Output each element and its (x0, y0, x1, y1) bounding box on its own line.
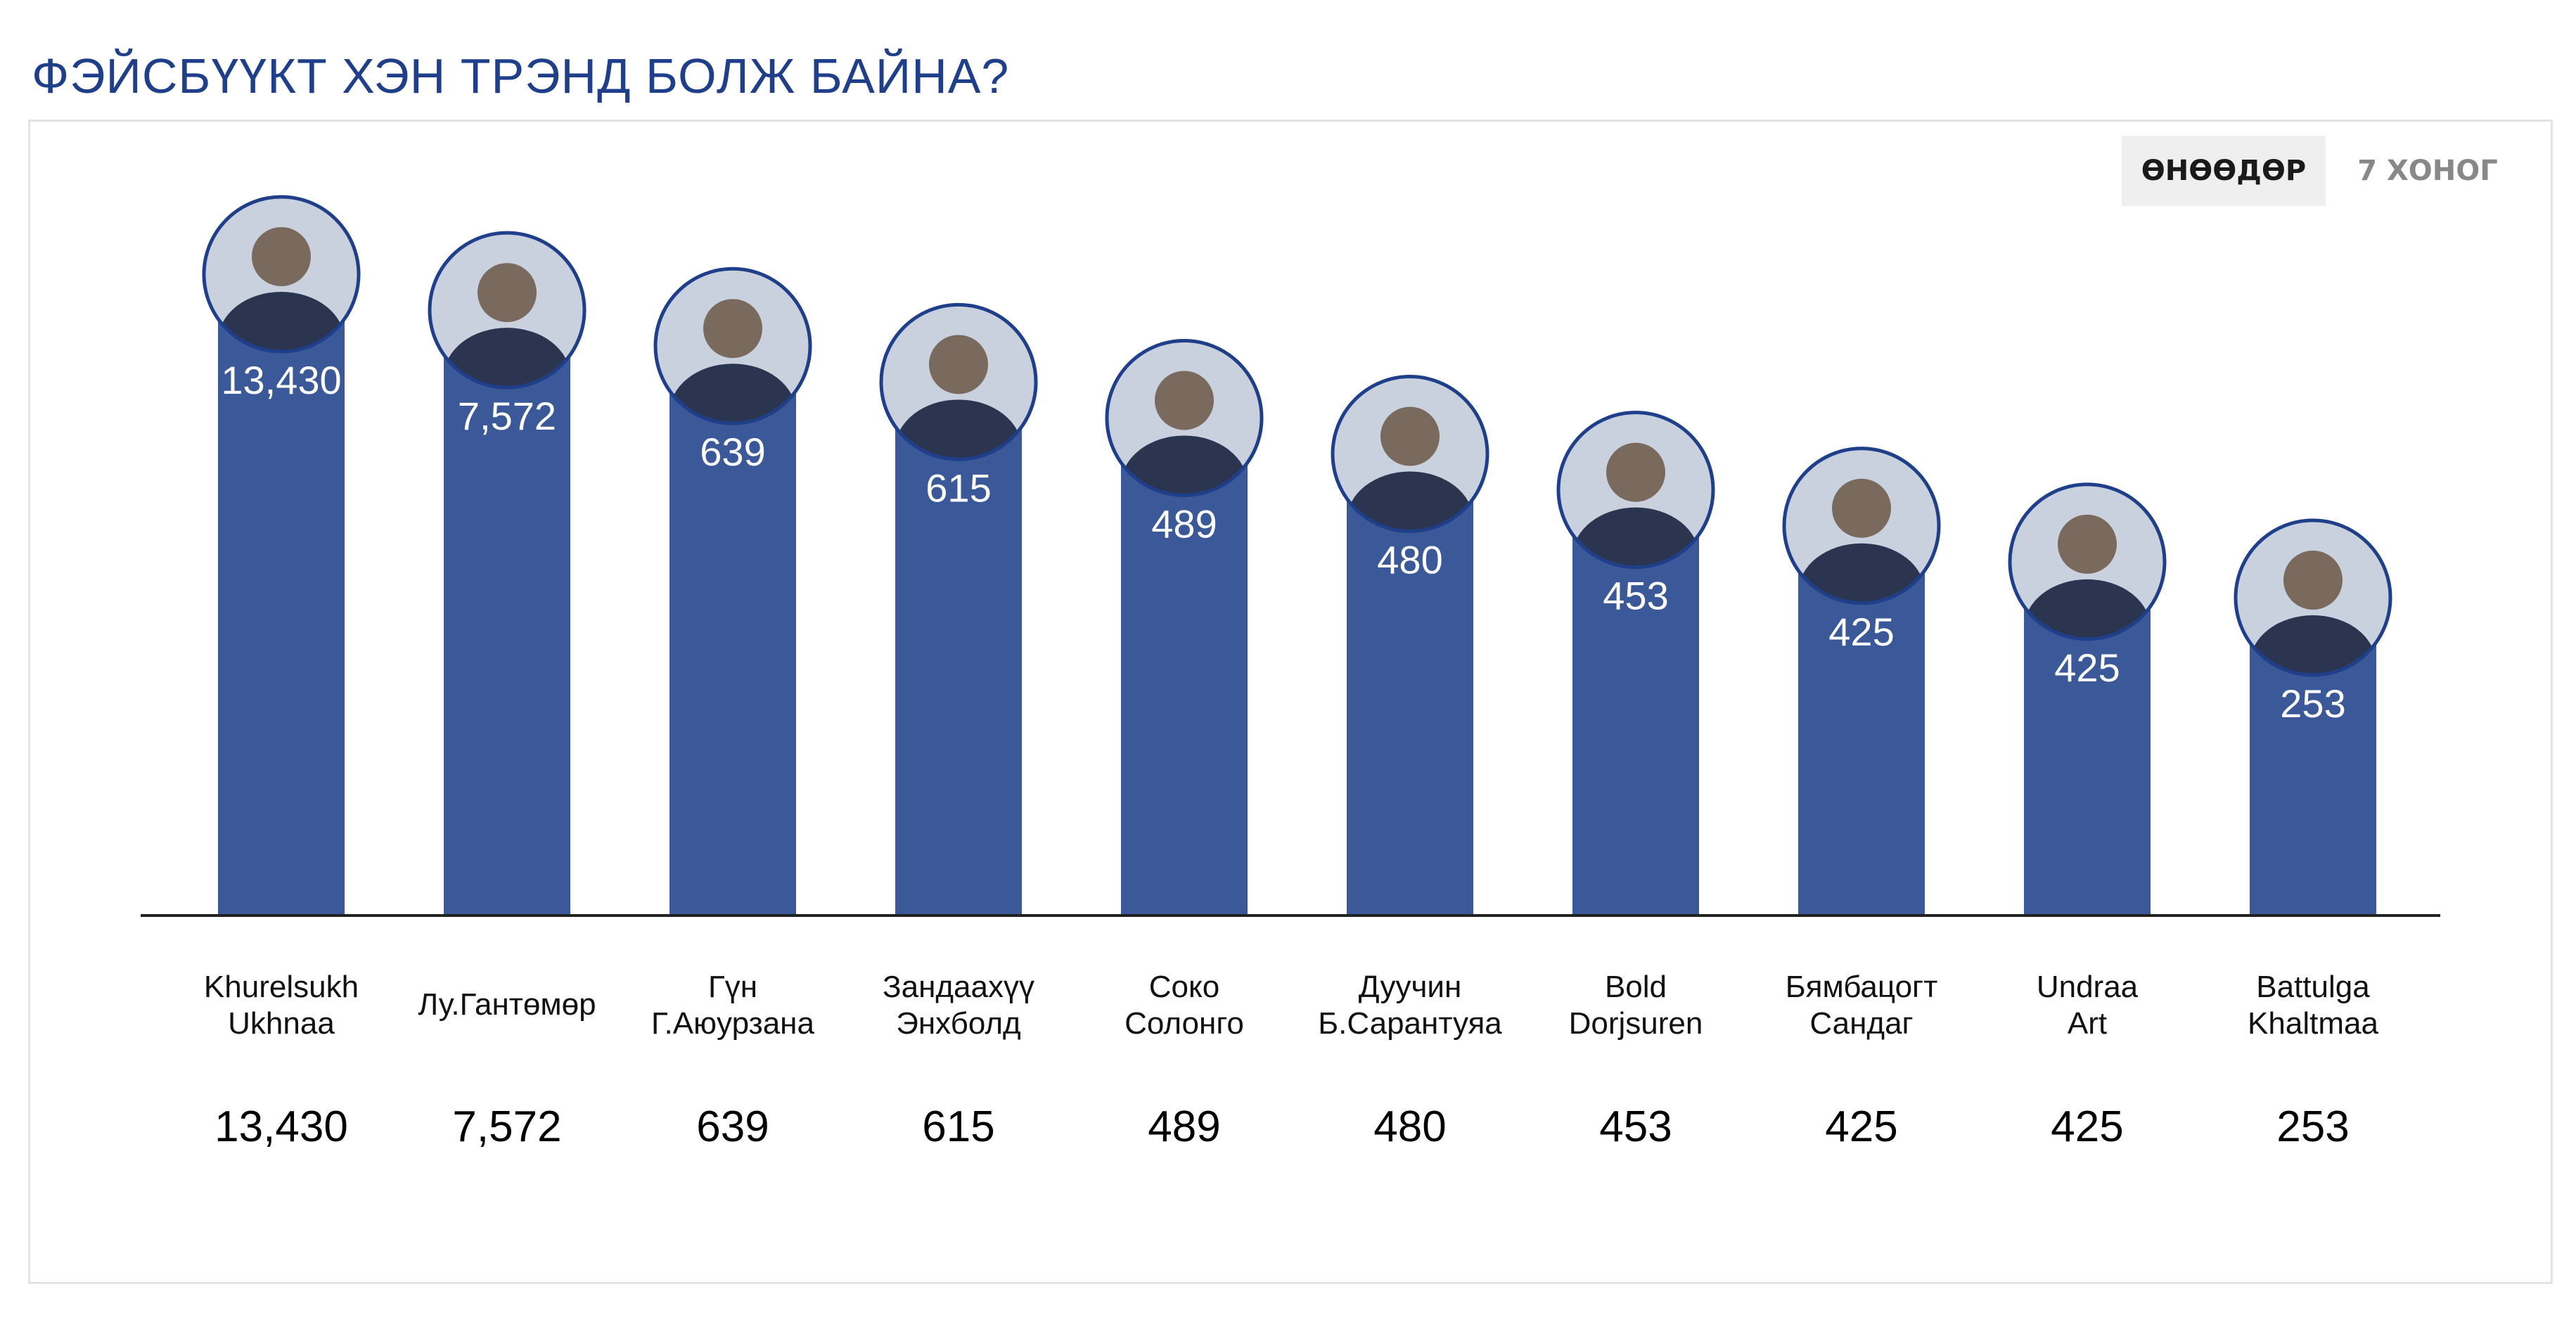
avatar-border-3 (653, 266, 812, 425)
category-label-1-2: Ukhnaa (228, 1006, 335, 1041)
category-label-9-1: Undraa (2037, 970, 2139, 1004)
avatar-3 (655, 269, 810, 424)
bar-4 (895, 385, 1022, 916)
avatar-border-1 (202, 195, 361, 354)
value-label-10: 253 (2276, 1103, 2349, 1151)
avatar-border-9 (2008, 482, 2167, 641)
avatar-8 (1784, 448, 1939, 603)
category-label-3-2: Г.Аюурзана (651, 1006, 814, 1041)
category-label-2-1: Лу.Гантөмөр (418, 987, 596, 1022)
bar-1 (218, 278, 345, 916)
avatar-border-7 (1556, 411, 1715, 570)
category-label-3-1: Гүн (708, 970, 757, 1004)
value-label-5: 489 (1148, 1103, 1220, 1151)
avatar-border-6 (1331, 375, 1489, 534)
value-label-8: 425 (1825, 1103, 1897, 1151)
category-label-6-1: Дуучин (1359, 970, 1462, 1004)
category-label-8-1: Бямбацогт (1786, 970, 1938, 1004)
category-label-7-1: Bold (1605, 970, 1667, 1004)
category-label-8-2: Сандаг (1809, 1006, 1913, 1041)
avatar-10 (2236, 520, 2390, 675)
value-label-2: 7,572 (452, 1103, 561, 1151)
bar-value-label-2: 7,572 (458, 394, 556, 438)
tab-week[interactable]: 7 ХОНОГ (2357, 155, 2498, 187)
bar-value-label-3: 639 (700, 430, 765, 474)
value-label-7: 453 (1599, 1103, 1672, 1151)
bar-value-label-9: 425 (2054, 645, 2120, 690)
avatar-border-5 (1105, 338, 1264, 497)
bar-6 (1347, 457, 1473, 916)
value-label-1: 13,430 (214, 1103, 348, 1151)
category-label-4-1: Зандаахүү (883, 970, 1034, 1004)
avatar-5 (1107, 340, 1262, 496)
period-tabs: ӨНӨӨДӨР 7 ХОНОГ (2122, 136, 2530, 206)
value-label-3: 639 (696, 1103, 769, 1151)
category-label-10-2: Khaltmaa (2248, 1006, 2378, 1041)
avatar-7 (1558, 412, 1713, 567)
avatar-border-8 (1782, 447, 1941, 605)
value-label-9: 425 (2051, 1103, 2123, 1151)
bar-value-label-4: 615 (925, 465, 991, 510)
bar-value-label-7: 453 (1603, 574, 1668, 618)
category-label-10-1: Battulga (2256, 970, 2370, 1004)
avatar-border-10 (2234, 518, 2392, 677)
value-label-6: 480 (1373, 1103, 1446, 1151)
bar-value-label-8: 425 (1828, 610, 1894, 654)
avatar-6 (1333, 376, 1487, 532)
avatar-border-2 (428, 231, 587, 390)
avatar-2 (430, 233, 584, 388)
tab-today[interactable]: ӨНӨӨДӨР (2122, 136, 2326, 206)
category-label-1-1: Khurelsukh (204, 970, 359, 1004)
category-label-7-2: Dorjsuren (1569, 1006, 1703, 1041)
category-label-5-1: Соко (1149, 970, 1219, 1004)
category-label-5-2: Солонго (1124, 1006, 1244, 1041)
bar-value-label-5: 489 (1151, 501, 1217, 546)
category-label-4-2: Энхболд (896, 1006, 1020, 1041)
avatar-4 (881, 304, 1036, 460)
avatar-9 (2010, 484, 2165, 639)
avatar-1 (204, 197, 359, 352)
bar-5 (1121, 421, 1248, 916)
category-label-9-2: Art (2068, 1006, 2107, 1041)
bar-3 (669, 349, 796, 916)
bar-value-label-10: 253 (2280, 681, 2345, 726)
avatar-border-4 (879, 302, 1038, 461)
bar-2 (444, 314, 570, 916)
value-label-4: 615 (922, 1103, 994, 1151)
bar-value-label-6: 480 (1377, 538, 1442, 582)
page-title: ФЭЙСБҮҮКТ ХЭН ТРЭНД БОЛЖ БАЙНА? (32, 49, 1010, 103)
category-label-6-2: Б.Сарантуяа (1318, 1006, 1502, 1041)
bar-value-label-1: 13,430 (221, 358, 341, 402)
